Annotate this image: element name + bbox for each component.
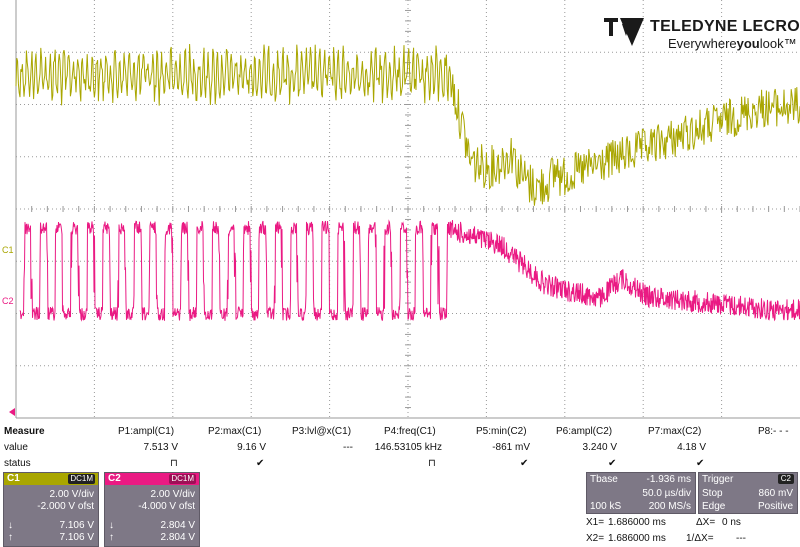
trigger-descriptor[interactable]: Trigger C2 Stop 860 mV Edge Positive	[698, 472, 798, 514]
param-p5-status-icon: ✔	[520, 458, 529, 469]
c2-down-arrow-icon: ↓	[109, 520, 114, 531]
timebase-delay: -1.936 ms	[646, 474, 691, 485]
trigger-label: Trigger	[702, 474, 734, 485]
param-p2-value: 9.16 V	[237, 442, 266, 453]
param-p4-status-icon: ⊓	[428, 458, 436, 469]
c2-marker: C2	[2, 296, 14, 306]
param-p1-value: 7.513 V	[143, 442, 178, 453]
c1-descriptor-title: C1 DC1M	[4, 473, 98, 485]
brand-name: TELEDYNE LECROY	[650, 18, 800, 35]
param-p5-name[interactable]: P5:min(C2)	[476, 426, 527, 437]
cursor-readout: X1= 1.686000 ms ΔX= 0 ns X2= 1.686000 ms…	[586, 516, 798, 546]
c2-down-value: 2.804 V	[160, 520, 195, 531]
c2-descriptor[interactable]: C2 DC1M 2.00 V/div -4.000 V ofst ↓ 2.804…	[104, 472, 200, 547]
waveform-display[interactable]: C1 C2	[0, 0, 800, 420]
timebase-label: Tbase	[590, 474, 618, 485]
param-p1-status-icon: ⊓	[170, 458, 178, 469]
c2-vdiv: 2.00 V/div	[150, 489, 195, 500]
param-p7-value: 4.18 V	[677, 442, 706, 453]
trigger-level: 860 mV	[758, 488, 793, 499]
param-p2-name[interactable]: P2:max(C1)	[208, 426, 262, 437]
c2-coupling: DC1M	[169, 474, 196, 484]
c1-marker: C1	[2, 245, 14, 255]
c1-up-value: 7.106 V	[59, 532, 94, 543]
c2-up-arrow-icon: ↑	[109, 532, 114, 543]
c1-up-arrow-icon: ↑	[8, 532, 13, 543]
c1-name: C1	[7, 473, 20, 484]
cursor-x2-label: X2=	[586, 533, 605, 544]
param-p3-name[interactable]: P3:lvl@x(C1)	[292, 426, 352, 437]
timebase-samples: 100 kS	[590, 501, 622, 512]
param-p4-name[interactable]: P4:freq(C1)	[384, 426, 436, 437]
param-p1-name[interactable]: P1:ampl(C1)	[118, 426, 175, 437]
brand-logo: TELEDYNE LECROY Everywhereyoulook™	[604, 16, 800, 51]
cursor-inv-value: ---	[736, 533, 746, 544]
trigger-position-marker[interactable]	[9, 408, 15, 416]
param-p6-value: 3.240 V	[582, 442, 617, 453]
trigger-mode: Stop	[702, 488, 723, 499]
cursor-x1-label: X1=	[586, 517, 605, 528]
teledyne-logo-icon	[604, 18, 644, 46]
timebase-tdiv: 50.0 µs/div	[642, 488, 691, 499]
timebase-descriptor[interactable]: Tbase -1.936 ms 50.0 µs/div 100 kS 200 M…	[586, 472, 696, 514]
trace-c2	[19, 219, 800, 322]
c1-offset: -2.000 V ofst	[37, 501, 94, 512]
timebase-rate: 200 MS/s	[648, 501, 691, 512]
cursor-dx-value: 0 ns	[722, 517, 741, 528]
cursor-x1-value: 1.686000 ms	[608, 517, 666, 528]
measure-header: Measure	[4, 426, 45, 437]
param-p8-name[interactable]: P8:- - -	[758, 426, 789, 437]
c2-name: C2	[108, 473, 121, 484]
c1-down-value: 7.106 V	[59, 520, 94, 531]
param-p7-status-icon: ✔	[696, 458, 705, 469]
cursor-x2-value: 1.686000 ms	[608, 533, 666, 544]
trigger-slope: Positive	[757, 501, 793, 512]
brand-tagline: Everywhereyoulook™	[668, 36, 797, 51]
c1-vdiv: 2.00 V/div	[49, 489, 94, 500]
param-p7-name[interactable]: P7:max(C2)	[648, 426, 702, 437]
cursor-dx-label: ΔX=	[696, 517, 716, 528]
param-p6-status-icon: ✔	[608, 458, 617, 469]
value-row-label: value	[4, 442, 28, 453]
param-p4-value: 146.53105 kHz	[374, 442, 442, 453]
trace-c1	[15, 43, 800, 206]
param-p3-value: ---	[343, 442, 353, 453]
c1-descriptor[interactable]: C1 DC1M 2.00 V/div -2.000 V ofst ↓ 7.106…	[3, 472, 99, 547]
channel-markers: C1 C2	[2, 245, 14, 306]
param-p2-status-icon: ✔	[256, 458, 265, 469]
trigger-source: C2	[777, 474, 794, 484]
c1-down-arrow-icon: ↓	[8, 520, 13, 531]
c1-coupling: DC1M	[68, 474, 95, 484]
c2-offset: -4.000 V ofst	[138, 501, 195, 512]
trigger-type: Edge	[702, 501, 726, 512]
c2-up-value: 2.804 V	[160, 532, 195, 543]
c2-descriptor-title: C2 DC1M	[105, 473, 199, 485]
measure-table: Measure value status P1:ampl(C1) P2:max(…	[0, 422, 800, 470]
param-p6-name[interactable]: P6:ampl(C2)	[556, 426, 613, 437]
param-p5-value: -861 mV	[492, 442, 530, 453]
cursor-inv-label: 1/ΔX=	[686, 533, 714, 544]
status-row-label: status	[4, 458, 31, 469]
